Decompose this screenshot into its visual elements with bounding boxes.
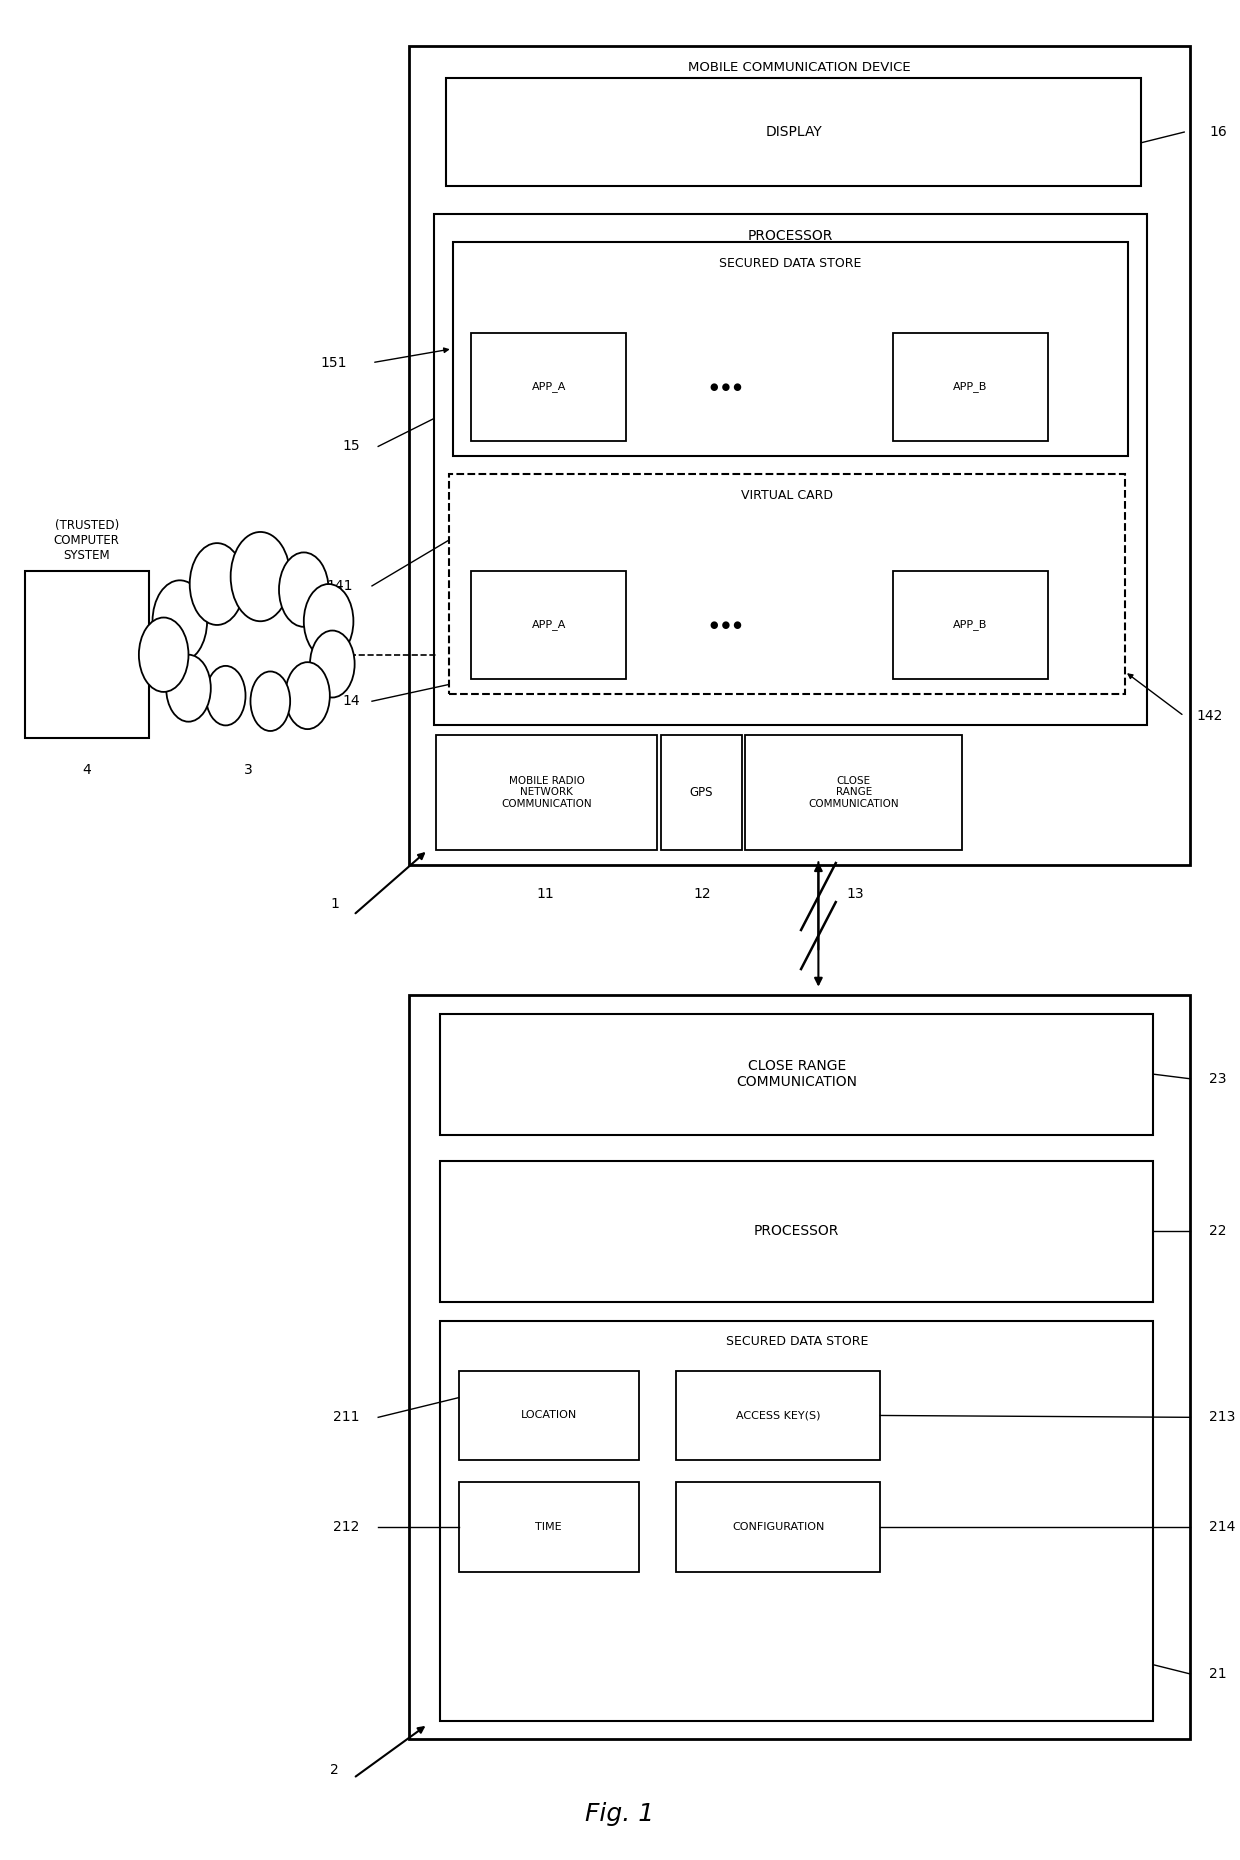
Text: ACCESS KEY(S): ACCESS KEY(S) — [735, 1410, 821, 1421]
Text: LOCATION: LOCATION — [521, 1410, 577, 1421]
Text: VIRTUAL CARD: VIRTUAL CARD — [740, 489, 833, 502]
Text: 16: 16 — [1209, 125, 1226, 140]
Bar — [436, 735, 657, 850]
Text: MOBILE RADIO
NETWORK
COMMUNICATION: MOBILE RADIO NETWORK COMMUNICATION — [501, 776, 593, 809]
Circle shape — [166, 655, 211, 722]
Circle shape — [190, 543, 244, 625]
Circle shape — [304, 584, 353, 658]
Text: PROCESSOR: PROCESSOR — [754, 1224, 839, 1239]
Text: 2: 2 — [330, 1763, 340, 1778]
Bar — [409, 995, 1190, 1739]
Bar — [459, 1482, 639, 1572]
Text: (TRUSTED)
COMPUTER
SYSTEM: (TRUSTED) COMPUTER SYSTEM — [53, 519, 120, 562]
Text: 4: 4 — [82, 763, 92, 777]
Text: CLOSE RANGE
COMMUNICATION: CLOSE RANGE COMMUNICATION — [737, 1058, 857, 1090]
Text: ● ● ●: ● ● ● — [709, 381, 742, 392]
Text: 141: 141 — [327, 578, 353, 593]
Circle shape — [231, 532, 290, 621]
Circle shape — [310, 631, 355, 698]
Text: MOBILE COMMUNICATION DEVICE: MOBILE COMMUNICATION DEVICE — [688, 61, 911, 74]
Bar — [449, 474, 1125, 694]
Text: 212: 212 — [334, 1520, 360, 1534]
Bar — [434, 214, 1147, 725]
Text: ● ● ●: ● ● ● — [709, 619, 742, 631]
Circle shape — [139, 618, 188, 692]
Text: 23: 23 — [1209, 1071, 1226, 1086]
Text: PROCESSOR: PROCESSOR — [748, 229, 833, 244]
Circle shape — [285, 662, 330, 729]
Text: STATIONARY CLOSE RANGE
COMMUNICATION TERMINAL: STATIONARY CLOSE RANGE COMMUNICATION TER… — [707, 1665, 893, 1693]
Bar — [446, 78, 1141, 186]
Text: APP_B: APP_B — [954, 381, 987, 392]
Bar — [676, 1371, 880, 1460]
Text: APP_A: APP_A — [532, 381, 565, 392]
Bar — [893, 571, 1048, 679]
Circle shape — [250, 671, 290, 731]
Text: 12: 12 — [693, 887, 711, 902]
Circle shape — [206, 666, 246, 725]
Text: 22: 22 — [1209, 1224, 1226, 1239]
Bar — [893, 333, 1048, 441]
Text: 21: 21 — [1209, 1667, 1226, 1681]
Text: SECURED DATA STORE: SECURED DATA STORE — [719, 257, 862, 270]
Polygon shape — [164, 577, 332, 701]
Text: CONFIGURATION: CONFIGURATION — [732, 1521, 825, 1533]
Text: 3: 3 — [243, 763, 253, 777]
Text: 1: 1 — [330, 897, 340, 911]
Text: 151: 151 — [321, 355, 347, 370]
Bar — [471, 571, 626, 679]
Text: Fig. 1: Fig. 1 — [585, 1802, 655, 1825]
Text: 213: 213 — [1209, 1410, 1235, 1425]
Circle shape — [279, 552, 329, 627]
Text: 214: 214 — [1209, 1520, 1235, 1534]
Bar — [409, 46, 1190, 865]
Bar — [25, 571, 149, 738]
Bar — [453, 242, 1128, 456]
Circle shape — [153, 580, 207, 662]
Text: TIME: TIME — [536, 1521, 562, 1533]
Bar — [471, 333, 626, 441]
Text: APP_B: APP_B — [954, 619, 987, 631]
Text: 15: 15 — [342, 439, 360, 454]
Bar — [745, 735, 962, 850]
Text: GPS: GPS — [689, 787, 713, 798]
Bar — [661, 735, 742, 850]
Text: 11: 11 — [537, 887, 554, 902]
Text: 211: 211 — [334, 1410, 360, 1425]
Bar — [676, 1482, 880, 1572]
Bar — [440, 1321, 1153, 1720]
Text: 142: 142 — [1197, 709, 1223, 724]
Text: APP_A: APP_A — [532, 619, 565, 631]
Text: DISPLAY: DISPLAY — [765, 125, 822, 140]
Bar — [440, 1014, 1153, 1135]
Text: SECURED DATA STORE: SECURED DATA STORE — [725, 1335, 868, 1348]
Bar — [459, 1371, 639, 1460]
Text: 13: 13 — [847, 887, 864, 902]
Bar — [440, 1161, 1153, 1302]
Text: CLOSE
RANGE
COMMUNICATION: CLOSE RANGE COMMUNICATION — [808, 776, 899, 809]
Text: 14: 14 — [342, 694, 360, 709]
